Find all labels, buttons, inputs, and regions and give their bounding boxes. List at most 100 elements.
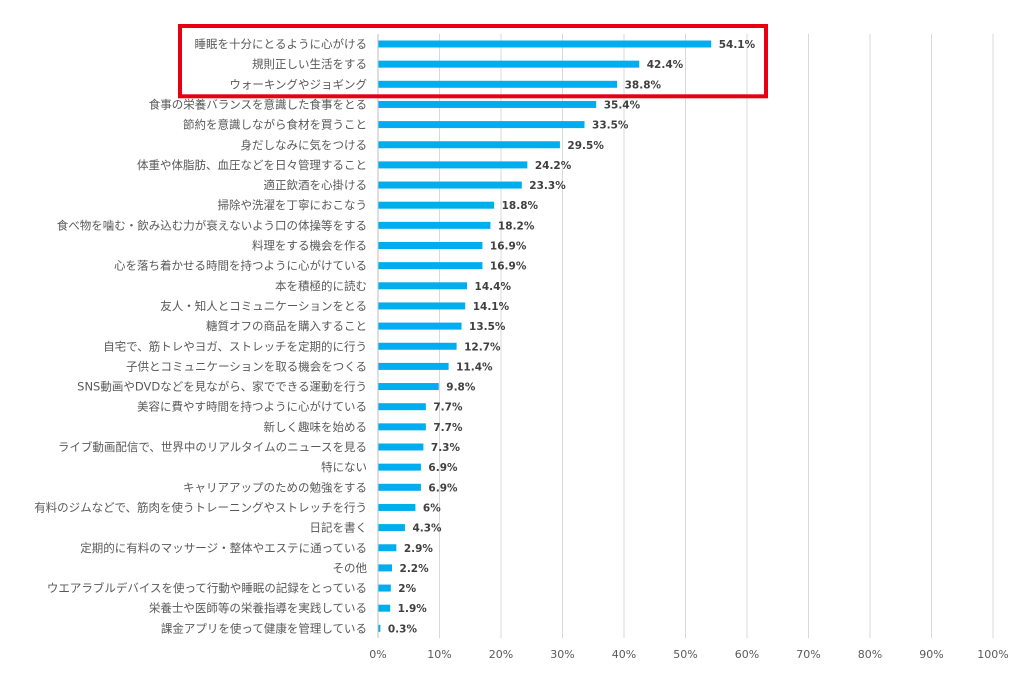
value-label: 33.5% bbox=[592, 120, 629, 132]
category-label: 課金アプリを使って健康を管理している bbox=[161, 621, 367, 635]
bar bbox=[378, 242, 483, 249]
x-tick-label: 20% bbox=[489, 648, 513, 661]
bar bbox=[378, 403, 426, 411]
bar bbox=[378, 463, 421, 471]
category-label: 節約を意識しながら食材を買うこと bbox=[183, 118, 367, 132]
bar bbox=[378, 503, 416, 511]
value-label: 42.4% bbox=[647, 59, 684, 71]
category-label: 食事の栄養バランスを意識した食事をとる bbox=[149, 97, 367, 111]
category-label: キャリアアップのための勉強をする bbox=[183, 480, 367, 494]
value-label: 9.8% bbox=[446, 382, 476, 394]
bar bbox=[378, 302, 466, 310]
bar bbox=[378, 483, 421, 491]
x-tick-label: 10% bbox=[427, 648, 451, 661]
x-tick-label: 30% bbox=[550, 648, 574, 661]
bar bbox=[378, 141, 560, 149]
x-tick-label: 0% bbox=[369, 648, 386, 661]
value-label: 14.4% bbox=[475, 281, 512, 293]
bar bbox=[378, 100, 597, 108]
category-label: 友人・知人とコミュニケーションをとる bbox=[160, 299, 367, 313]
category-label: 体重や体脂肪、血圧などを日々管理すること bbox=[137, 158, 367, 172]
value-label: 38.8% bbox=[625, 79, 662, 91]
value-label: 14.1% bbox=[473, 301, 510, 313]
bar bbox=[378, 362, 449, 370]
bar bbox=[378, 161, 528, 169]
x-tick-label: 70% bbox=[796, 648, 820, 661]
value-label: 7.7% bbox=[433, 402, 463, 414]
bar bbox=[378, 181, 522, 189]
value-label: 2.2% bbox=[400, 563, 430, 575]
category-label: 料理をする機会を作る bbox=[252, 239, 367, 253]
category-label: ライブ動画配信で、世界中のリアルタイムのニュースを見る bbox=[58, 440, 367, 454]
category-label: 有料のジムなどで、筋肉を使うトレーニングやストレッチを行う bbox=[34, 500, 367, 514]
value-label: 11.4% bbox=[456, 361, 493, 373]
category-label: ウォーキングやジョギング bbox=[229, 77, 367, 91]
value-label: 23.3% bbox=[529, 180, 566, 192]
bar bbox=[378, 80, 618, 88]
value-label: 7.7% bbox=[433, 422, 463, 434]
bar bbox=[378, 564, 393, 572]
category-label: 定期的に有料のマッサージ・整体やエステに通っている bbox=[80, 541, 367, 555]
value-label: 12.7% bbox=[464, 341, 501, 353]
value-label: 2.9% bbox=[404, 543, 434, 555]
value-label: 4.3% bbox=[412, 523, 442, 535]
bar bbox=[378, 60, 640, 68]
value-label: 2% bbox=[398, 583, 416, 595]
value-label: 35.4% bbox=[604, 99, 641, 111]
category-label: 規則正しい生活をする bbox=[252, 57, 367, 71]
category-label: 食べ物を噛む・飲み込む力が衰えないよう口の体操等をする bbox=[57, 218, 367, 232]
x-tick-label: 50% bbox=[673, 648, 697, 661]
value-label: 18.8% bbox=[502, 200, 539, 212]
value-label: 7.3% bbox=[431, 442, 461, 454]
value-label: 16.9% bbox=[490, 261, 527, 273]
bar bbox=[378, 423, 426, 431]
bar bbox=[378, 383, 439, 391]
category-label: ウエアラブルデバイスを使って行動や睡眠の記録をとっている bbox=[47, 581, 367, 595]
x-tick-label: 90% bbox=[919, 648, 943, 661]
category-label: 身だしなみに気をつける bbox=[241, 138, 368, 152]
bar bbox=[378, 201, 495, 209]
value-label: 0.3% bbox=[388, 623, 418, 635]
x-tick-label: 100% bbox=[977, 648, 1008, 661]
x-tick-label: 80% bbox=[858, 648, 882, 661]
bar bbox=[378, 262, 483, 270]
value-labels: 54.1% 42.4% 38.8% 35.4% 33.5% 29.5% 24.2% 23.3%… bbox=[388, 39, 756, 635]
bar bbox=[378, 524, 405, 532]
bar bbox=[378, 584, 391, 592]
category-label: 心を落ち着かせる時間を持つように心がけている bbox=[114, 259, 367, 273]
value-label: 18.2% bbox=[498, 220, 535, 232]
category-label: その他 bbox=[333, 561, 368, 575]
category-label: 本を積極的に読む bbox=[275, 279, 367, 293]
gridlines bbox=[377, 34, 994, 638]
x-axis-ticks: 0% 10% 20% 30% 40% 50% 60% 70% 80% 90% 100% bbox=[369, 648, 1008, 661]
category-label: 子供とコミュニケーションを取る機会をつくる bbox=[126, 359, 367, 373]
bar bbox=[378, 443, 424, 451]
category-label: 新しく趣味を始める bbox=[264, 420, 368, 434]
highlight-box bbox=[178, 24, 768, 99]
category-label: 美容に費やす時間を持つように心がけている bbox=[137, 400, 367, 414]
value-label: 6.9% bbox=[428, 482, 458, 494]
category-label: 適正飲酒を心掛ける bbox=[264, 178, 368, 192]
bar bbox=[378, 604, 391, 612]
category-label: 栄養士や医師等の栄養指導を実践している bbox=[149, 601, 367, 615]
category-label: SNS動画やDVDなどを見ながら、家でできる運動を行う bbox=[77, 380, 367, 394]
bar bbox=[378, 221, 491, 229]
value-label: 6% bbox=[423, 502, 441, 514]
category-label: 睡眠を十分にとるように心がける bbox=[195, 37, 368, 51]
bar bbox=[378, 342, 457, 350]
value-label: 24.2% bbox=[535, 160, 572, 172]
value-label: 1.9% bbox=[398, 603, 428, 615]
bar bbox=[378, 624, 381, 632]
category-label: 掃除や洗濯を丁寧におこなう bbox=[218, 198, 368, 212]
value-label: 54.1% bbox=[719, 39, 756, 51]
bar bbox=[378, 121, 585, 129]
bar bbox=[378, 544, 397, 552]
value-label: 29.5% bbox=[567, 140, 604, 152]
bar bbox=[378, 40, 712, 48]
bar bbox=[378, 282, 468, 290]
bars bbox=[378, 40, 712, 632]
bar bbox=[378, 322, 462, 330]
category-label: 日記を書く bbox=[310, 521, 368, 535]
value-label: 6.9% bbox=[428, 462, 458, 474]
